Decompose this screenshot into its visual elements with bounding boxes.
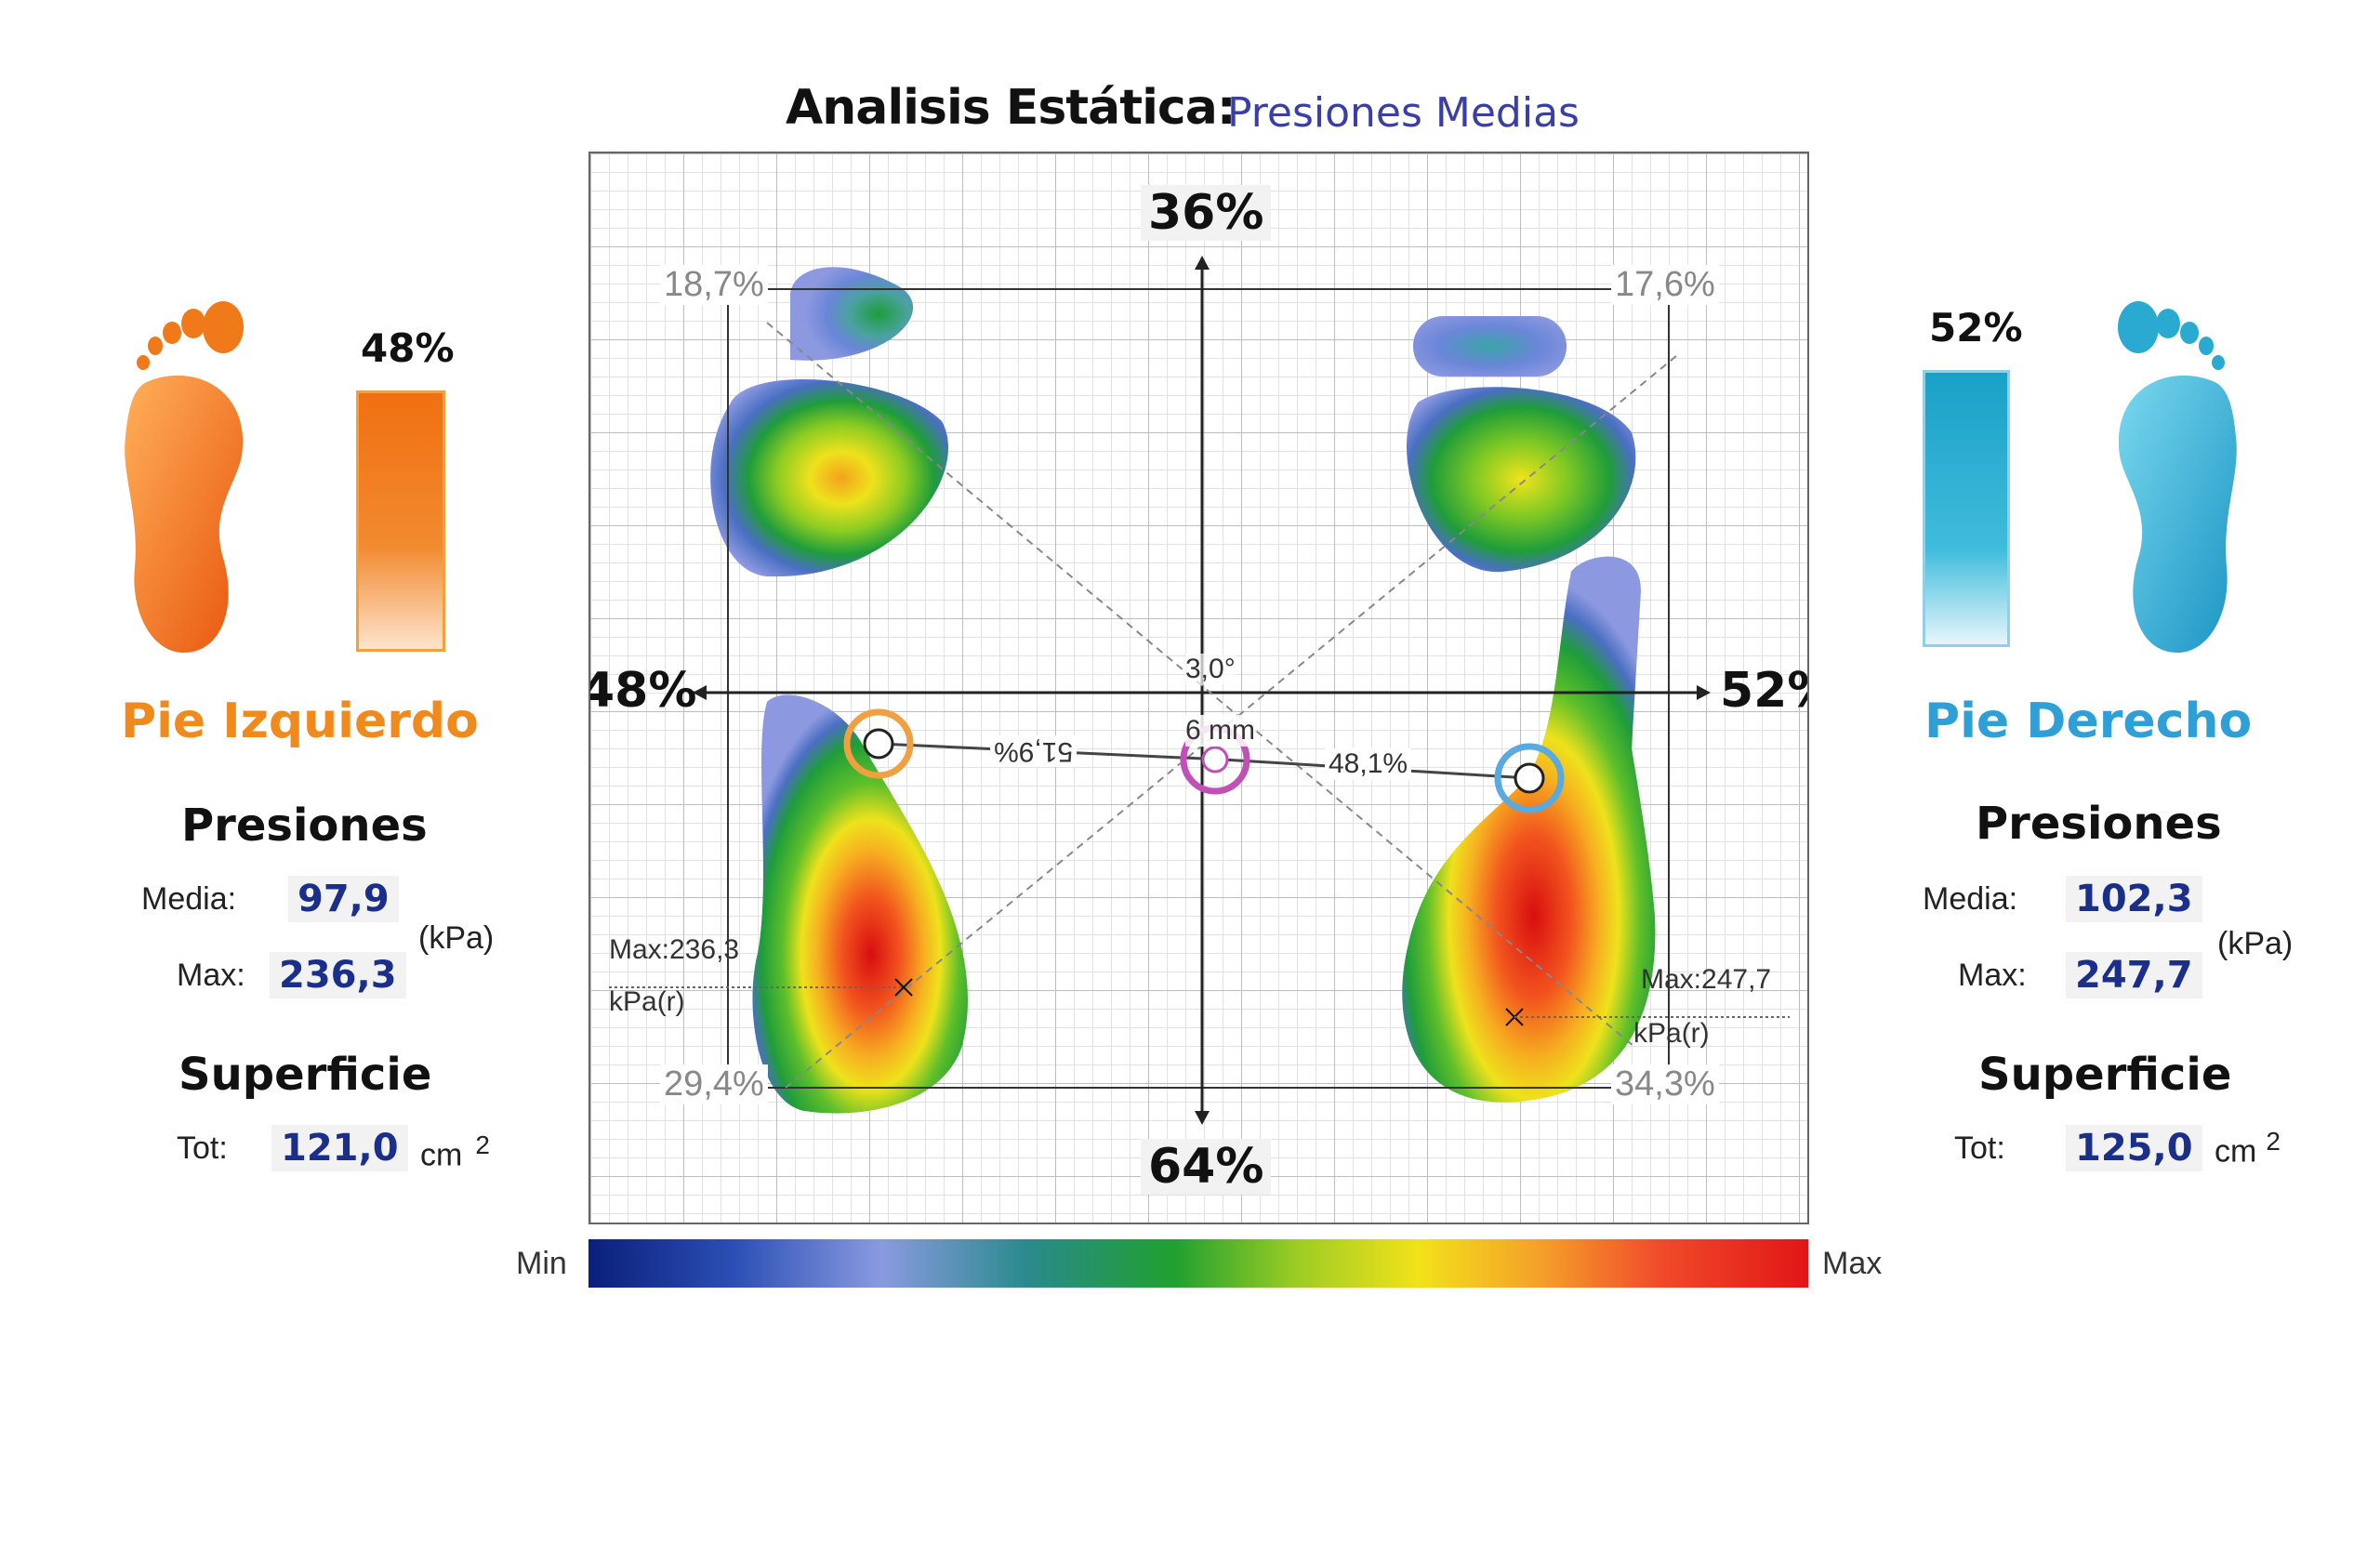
right-tot-label: Tot: bbox=[1954, 1130, 2005, 1166]
right-media-label: Media: bbox=[1923, 881, 2018, 917]
right-pressures-heading: Presiones bbox=[1976, 798, 2222, 850]
right-surface-heading: Superficie bbox=[1978, 1049, 2232, 1101]
right-max-unit: kPa(r) bbox=[1633, 1018, 1710, 1049]
left-max-unit: kPa(r) bbox=[609, 986, 685, 1017]
left-max-annotation: Max:236,3 bbox=[609, 934, 740, 965]
left-pressure-unit: (kPa) bbox=[418, 920, 495, 956]
right-load-bar bbox=[1923, 370, 2010, 647]
quadrant-bottom-right: 34,3% bbox=[1611, 1064, 1719, 1104]
left-area-unit-text: cm bbox=[420, 1137, 463, 1173]
top-load-percent: 36% bbox=[1141, 185, 1272, 241]
left-media-value: 97,9 bbox=[288, 876, 399, 922]
left-area-unit: cm 2 bbox=[420, 1130, 490, 1173]
left-tot-value: 121,0 bbox=[271, 1125, 408, 1171]
left-cop-percent: 51,9% bbox=[990, 735, 1078, 767]
right-cop-percent: 48,1% bbox=[1325, 748, 1412, 780]
left-media-label: Media: bbox=[141, 881, 237, 917]
left-toe-region bbox=[790, 267, 914, 361]
right-forefoot-region bbox=[1406, 387, 1636, 573]
colorbar-max-label: Max bbox=[1822, 1246, 1883, 1281]
left-axis-percent: 48% bbox=[588, 663, 697, 719]
left-foot-icon bbox=[125, 301, 244, 654]
right-max-value: 247,7 bbox=[2066, 952, 2202, 998]
right-area-exp: 2 bbox=[2266, 1127, 2281, 1156]
pressure-colorbar bbox=[588, 1239, 1808, 1288]
analysis-title: Analisis Estática: bbox=[786, 80, 1236, 136]
pressure-map-plot[interactable]: 36% 64% 48% 52% 18,7% 17,6% 29,4% 34,3% … bbox=[588, 152, 1809, 1224]
left-pressures-heading: Presiones bbox=[181, 800, 428, 852]
quadrant-top-left: 18,7% bbox=[660, 265, 768, 305]
left-load-percent: 48% bbox=[361, 325, 455, 371]
right-toe-region bbox=[1413, 316, 1567, 377]
left-foot-title: Pie Izquierdo bbox=[121, 694, 479, 749]
colorbar-min-label: Min bbox=[516, 1246, 567, 1281]
quadrant-bottom-left: 29,4% bbox=[660, 1064, 768, 1104]
right-foot-title: Pie Derecho bbox=[1924, 694, 2253, 749]
left-cop-marker bbox=[843, 708, 914, 779]
left-tot-label: Tot: bbox=[177, 1130, 228, 1166]
right-axis-percent: 52% bbox=[1720, 663, 1807, 719]
left-load-bar bbox=[356, 390, 445, 652]
right-cop-marker bbox=[1494, 743, 1565, 813]
left-max-value: 236,3 bbox=[270, 952, 406, 998]
analysis-subtitle: Presiones Medias bbox=[1227, 89, 1580, 137]
bottom-load-percent: 64% bbox=[1141, 1139, 1272, 1195]
right-heel-region bbox=[1402, 556, 1656, 1103]
right-foot-icon bbox=[2118, 301, 2237, 654]
left-heel-region bbox=[752, 694, 968, 1114]
left-max-label: Max: bbox=[177, 958, 245, 993]
right-area-unit-text: cm bbox=[2215, 1133, 2257, 1170]
right-pressure-unit: (kPa) bbox=[2217, 926, 2294, 961]
right-load-percent: 52% bbox=[1929, 305, 2023, 350]
left-surface-heading: Superficie bbox=[178, 1049, 432, 1101]
right-area-unit: cm 2 bbox=[2215, 1127, 2281, 1170]
right-max-annotation: Max:247,7 bbox=[1641, 964, 1772, 995]
offset-label: 6 mm bbox=[1185, 715, 1255, 747]
pressure-map-svg bbox=[609, 256, 1790, 1125]
quadrant-top-right: 17,6% bbox=[1611, 265, 1719, 305]
left-area-exp: 2 bbox=[475, 1130, 490, 1159]
angle-label: 3,0° bbox=[1185, 654, 1236, 685]
right-media-value: 102,3 bbox=[2066, 876, 2202, 922]
right-tot-value: 125,0 bbox=[2066, 1125, 2202, 1171]
right-max-label: Max: bbox=[1958, 958, 2027, 993]
left-forefoot-region bbox=[710, 379, 949, 577]
